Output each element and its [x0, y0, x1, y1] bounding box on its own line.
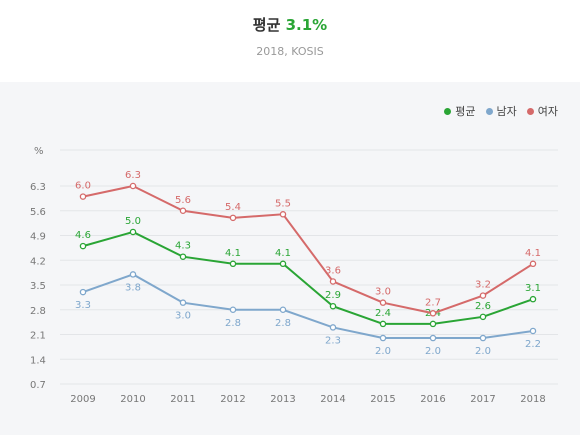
- data-label-female: 5.6: [175, 195, 191, 206]
- data-label-avg: 4.6: [75, 230, 91, 241]
- data-point-avg: [79, 242, 87, 250]
- series-line-female: [82, 184, 534, 315]
- data-point-male: [79, 288, 87, 296]
- data-point-avg: [529, 295, 537, 303]
- data-label-male: 3.3: [75, 300, 91, 311]
- y-tick-label: 0.7: [30, 380, 46, 391]
- x-tick-label: 2015: [370, 394, 395, 405]
- data-point-male: [529, 327, 537, 335]
- series-line-avg: [82, 230, 534, 325]
- data-point-male: [329, 324, 337, 331]
- data-point-male: [379, 334, 387, 342]
- x-tick-label: 2011: [170, 394, 195, 405]
- data-label-male: 2.0: [375, 346, 391, 357]
- title-label: 평균: [252, 16, 281, 34]
- x-tick-label: 2012: [220, 394, 245, 405]
- data-label-male: 2.3: [325, 335, 341, 346]
- chart-legend: 평균 남자 여자: [444, 103, 558, 119]
- data-point-female: [79, 193, 87, 200]
- data-label-female: 2.7: [425, 297, 441, 308]
- data-point-male: [279, 306, 287, 313]
- data-point-female: [229, 214, 237, 222]
- data-point-avg: [479, 313, 487, 321]
- data-label-avg: 3.1: [525, 283, 541, 294]
- data-label-male: 3.8: [125, 282, 141, 293]
- data-point-female: [179, 207, 187, 214]
- legend-item-avg[interactable]: 평균: [444, 103, 476, 119]
- legend-item-female[interactable]: 여자: [526, 103, 558, 119]
- chart-header: 평균 3.1% 2018, KOSIS: [0, 0, 580, 82]
- data-label-female: 3.0: [375, 287, 391, 298]
- legend-label-male: 남자: [496, 105, 517, 118]
- data-point-female: [529, 260, 537, 268]
- data-label-female: 6.0: [75, 181, 91, 192]
- data-label-male: 3.0: [175, 311, 191, 322]
- chart-panel: [0, 82, 580, 435]
- data-label-avg: 2.4: [375, 308, 391, 319]
- y-tick-label: 2.8: [30, 306, 46, 317]
- data-point-male: [229, 306, 237, 313]
- data-point-male: [179, 299, 187, 306]
- data-label-avg: 5.0: [125, 216, 141, 227]
- y-tick-label: 2.1: [30, 331, 46, 342]
- data-label-female: 6.3: [125, 170, 141, 181]
- x-tick-label: 2014: [320, 394, 345, 405]
- data-point-avg: [279, 260, 287, 268]
- x-tick-label: 2018: [520, 394, 545, 405]
- data-point-male: [479, 334, 487, 342]
- data-label-avg: 4.1: [275, 248, 291, 259]
- legend-dot-female: [526, 107, 534, 115]
- y-tick-label: 3.5: [30, 281, 46, 292]
- y-tick-label: 4.2: [30, 256, 46, 267]
- chart-subtitle: 2018, KOSIS: [256, 45, 324, 58]
- legend-label-avg: 평균: [455, 105, 476, 118]
- y-tick-label: 5.6: [30, 207, 46, 218]
- legend-label-female: 여자: [537, 105, 558, 118]
- legend-dot-male: [485, 107, 493, 115]
- data-label-female: 5.4: [225, 202, 241, 213]
- y-tick-label: 4.9: [30, 232, 46, 243]
- x-tick-label: 2017: [470, 394, 495, 405]
- y-tick-label: 1.4: [30, 355, 46, 366]
- data-label-female: 4.1: [525, 248, 541, 259]
- x-tick-label: 2016: [420, 394, 445, 405]
- data-label-female: 3.2: [475, 280, 491, 291]
- legend-item-male[interactable]: 남자: [485, 103, 517, 119]
- data-label-male: 2.8: [275, 318, 291, 329]
- data-point-avg: [129, 228, 137, 236]
- data-label-avg: 4.1: [225, 248, 241, 259]
- data-label-avg: 4.3: [175, 241, 191, 252]
- data-label-male: 2.0: [425, 346, 441, 357]
- data-point-avg: [329, 302, 337, 310]
- data-label-female: 3.6: [325, 265, 341, 276]
- chart-title: 평균 3.1%: [0, 14, 580, 35]
- data-point-female: [129, 182, 137, 190]
- data-label-male: 2.8: [225, 318, 241, 329]
- y-tick-label: 6.3: [30, 182, 46, 193]
- x-tick-label: 2013: [270, 394, 295, 405]
- legend-dot-avg: [444, 107, 452, 115]
- x-tick-label: 2009: [70, 394, 95, 405]
- data-label-male: 2.2: [525, 339, 541, 350]
- data-point-avg: [429, 320, 437, 328]
- x-tick-label: 2010: [120, 394, 145, 405]
- data-label-male: 2.0: [475, 346, 491, 357]
- data-label-avg: 2.6: [475, 301, 491, 312]
- series-line-male: [82, 273, 534, 340]
- data-point-female: [379, 299, 387, 306]
- data-label-avg: 2.9: [325, 290, 341, 301]
- y-unit-label: %: [34, 146, 44, 157]
- data-point-female: [479, 292, 487, 299]
- data-point-female: [279, 211, 287, 218]
- data-point-avg: [379, 320, 387, 328]
- data-point-female: [329, 278, 337, 285]
- data-point-avg: [229, 260, 237, 268]
- title-value: 3.1%: [285, 16, 328, 34]
- data-point-male: [429, 334, 437, 342]
- data-point-female: [429, 310, 437, 317]
- data-point-male: [129, 271, 137, 278]
- data-label-female: 5.5: [275, 198, 291, 209]
- data-point-avg: [179, 253, 187, 260]
